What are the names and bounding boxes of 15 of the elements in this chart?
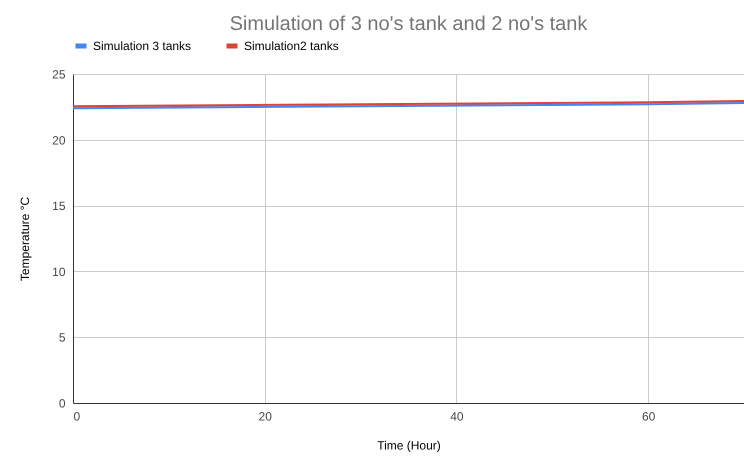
chart-title: Simulation of 3 no's tank and 2 no's tank [230, 13, 588, 35]
legend-label: Simulation2 tanks [244, 39, 339, 53]
y-axis-title: Temperature °C [18, 196, 32, 282]
x-tick-label: 40 [450, 410, 464, 424]
x-tick-label: 0 [74, 410, 80, 424]
x-tick-label: 20 [258, 410, 272, 424]
legend-label: Simulation 3 tanks [93, 39, 192, 53]
y-tick-label: 10 [52, 264, 66, 279]
x-axis-title: Time (Hour) [377, 438, 441, 452]
y-tick-label: 5 [58, 330, 66, 345]
y-tick-label: 20 [52, 133, 66, 148]
y-tick-label: 0 [58, 396, 66, 410]
x-tick-label: 60 [642, 410, 656, 424]
y-tick-label: 15 [52, 199, 66, 214]
y-tick-label: 25 [52, 68, 66, 82]
